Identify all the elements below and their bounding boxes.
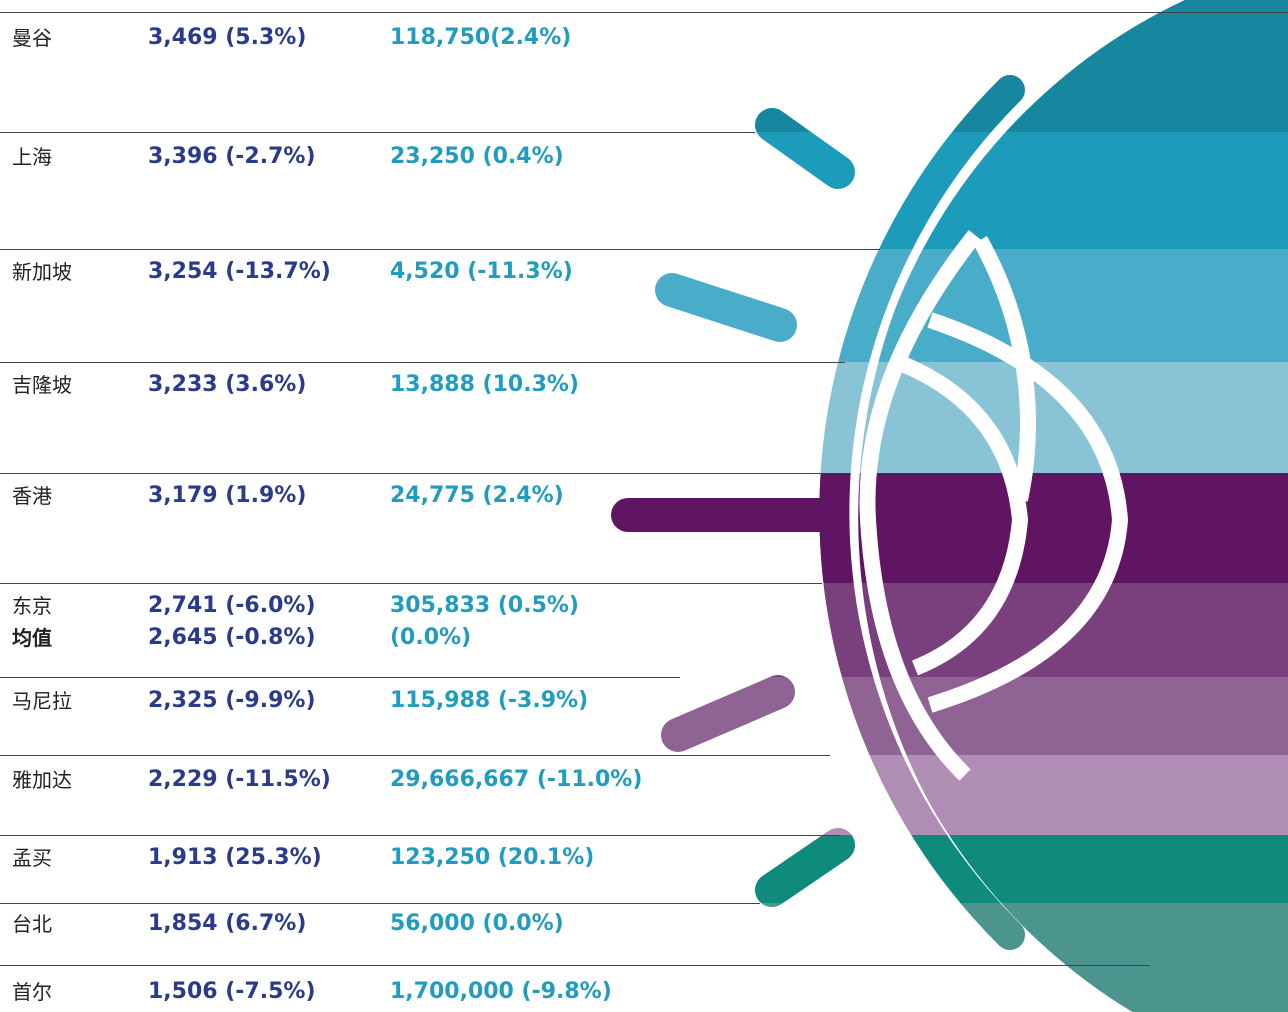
value-secondary: 4,520 (-11.3%) xyxy=(390,256,573,288)
city-name: 吉隆坡 xyxy=(12,369,72,401)
value-primary: 1,854 (6.7%) xyxy=(148,908,306,940)
value-primary: 3,233 (3.6%) xyxy=(148,369,306,401)
value-primary: 2,229 (-11.5%) xyxy=(148,764,331,796)
city-name: 台北 xyxy=(12,908,52,940)
value-primary: 2,741 (-6.0%) xyxy=(148,590,316,622)
value-secondary: 123,250 (20.1%) xyxy=(390,842,594,874)
value-secondary: 56,000 (0.0%) xyxy=(390,908,564,940)
value-primary: 3,469 (5.3%) xyxy=(148,22,306,54)
city-name: 东京 xyxy=(12,590,52,622)
value-secondary: 24,775 (2.4%) xyxy=(390,480,564,512)
city-name: 曼谷 xyxy=(12,22,52,54)
value-secondary: 305,833 (0.5%) xyxy=(390,590,579,622)
value-primary: 2,325 (-9.9%) xyxy=(148,685,316,717)
average-value-secondary: (0.0%) xyxy=(390,622,471,654)
city-name: 首尔 xyxy=(12,976,52,1008)
value-secondary: 1,700,000 (-9.8%) xyxy=(390,976,612,1008)
value-secondary: 115,988 (-3.9%) xyxy=(390,685,588,717)
city-name: 香港 xyxy=(12,480,52,512)
city-name: 上海 xyxy=(12,141,52,173)
value-primary: 1,506 (-7.5%) xyxy=(148,976,316,1008)
value-secondary: 13,888 (10.3%) xyxy=(390,369,579,401)
average-label: 均值 xyxy=(12,622,52,654)
value-primary: 3,179 (1.9%) xyxy=(148,480,306,512)
city-name: 马尼拉 xyxy=(12,685,72,717)
city-name: 新加坡 xyxy=(12,256,72,288)
value-primary: 3,396 (-2.7%) xyxy=(148,141,316,173)
city-name: 雅加达 xyxy=(12,764,72,796)
value-secondary: 29,666,667 (-11.0%) xyxy=(390,764,642,796)
average-value-primary: 2,645 (-0.8%) xyxy=(148,622,316,654)
value-primary: 3,254 (-13.7%) xyxy=(148,256,331,288)
value-primary: 1,913 (25.3%) xyxy=(148,842,322,874)
value-secondary: 23,250 (0.4%) xyxy=(390,141,564,173)
value-secondary: 118,750(2.4%) xyxy=(390,22,571,54)
page: {"table": { "rows": [ {"city": "曼谷", "va… xyxy=(0,0,1288,1012)
city-name: 孟买 xyxy=(12,842,52,874)
